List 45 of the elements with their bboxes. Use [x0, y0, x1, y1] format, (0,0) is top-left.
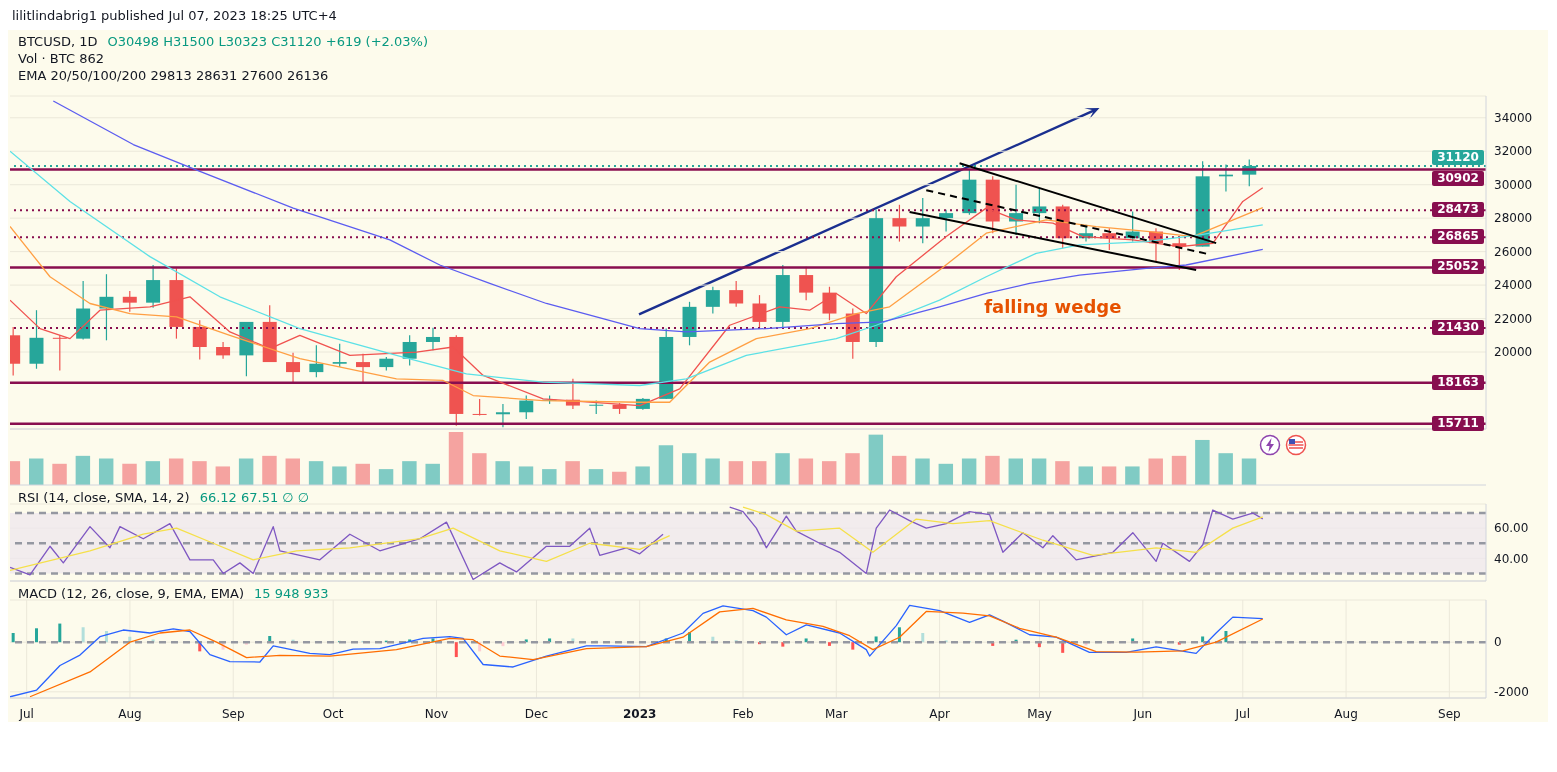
chart-title: BTCUSD, 1D	[18, 34, 98, 49]
x-tick-label: Feb	[732, 707, 754, 721]
x-tick-label: Apr	[929, 707, 951, 721]
ref-line-label: 30902	[1432, 170, 1484, 186]
ref-line-label: 31120	[1432, 149, 1484, 165]
y-tick-label: 40.00	[1494, 551, 1529, 566]
y-tick-label: 20000	[1494, 345, 1533, 360]
text: Vol · BTC 862	[18, 50, 105, 67]
chart-title: MACD (12, 26, close, 9, EMA, EMA)	[18, 586, 245, 601]
chart-subtitle: O30498 H31500 L30323 C31120 +619 (+2.03%)	[107, 34, 428, 49]
x-tick-label: May	[1027, 707, 1052, 721]
x-tick-label: Aug	[118, 707, 142, 721]
x-tick-label: Nov	[424, 707, 449, 721]
ref-line-label: 28473	[1432, 202, 1484, 218]
chart-subtitle: 15 948 933	[254, 586, 329, 601]
x-tick-label: Jul	[18, 707, 34, 721]
ref-line-label: 25052	[1432, 259, 1484, 275]
annotation: falling wedge	[984, 295, 1122, 317]
y-tick-label: 34000	[1494, 111, 1533, 126]
x-tick-label: Jun	[1132, 707, 1153, 721]
ref-line-label: 15711	[1432, 415, 1484, 431]
x-tick-label: Mar	[824, 707, 848, 721]
ref-line-label: 18163	[1432, 374, 1484, 390]
y-tick-label: 28000	[1494, 211, 1533, 226]
x-tick-label: 2023	[623, 707, 657, 721]
y-tick-label: -2000	[1494, 685, 1529, 700]
text: EMA 20/50/100/200 29813 28631 27600 26136	[18, 67, 330, 84]
y-tick-label: 60.00	[1494, 521, 1529, 536]
x-tick-label: Jul	[1234, 707, 1251, 721]
x-tick-label: Sep	[221, 707, 245, 721]
y-tick-label: 30000	[1494, 177, 1533, 192]
y-tick-label: 24000	[1494, 278, 1533, 293]
ref-line-label: 21430	[1432, 320, 1484, 336]
ref-line-label: 26865	[1432, 229, 1484, 245]
x-tick-label: Oct	[322, 707, 344, 721]
y-tick-label: 0	[1494, 635, 1502, 650]
chart-title: RSI (14, close, SMA, 14, 2)	[18, 490, 190, 505]
y-tick-label: 22000	[1494, 311, 1533, 326]
x-tick-label: Sep	[1438, 707, 1461, 721]
y-tick-label: 32000	[1494, 144, 1533, 159]
x-tick-label: Aug	[1334, 707, 1358, 721]
chart-subtitle: 66.12 67.51 ∅ ∅	[199, 490, 310, 505]
text: lilitlindabrig1 published Jul 07, 2023 18:25 UTC+4	[11, 8, 338, 25]
y-tick-label: 26000	[1494, 244, 1533, 259]
x-tick-label: Dec	[524, 707, 549, 721]
